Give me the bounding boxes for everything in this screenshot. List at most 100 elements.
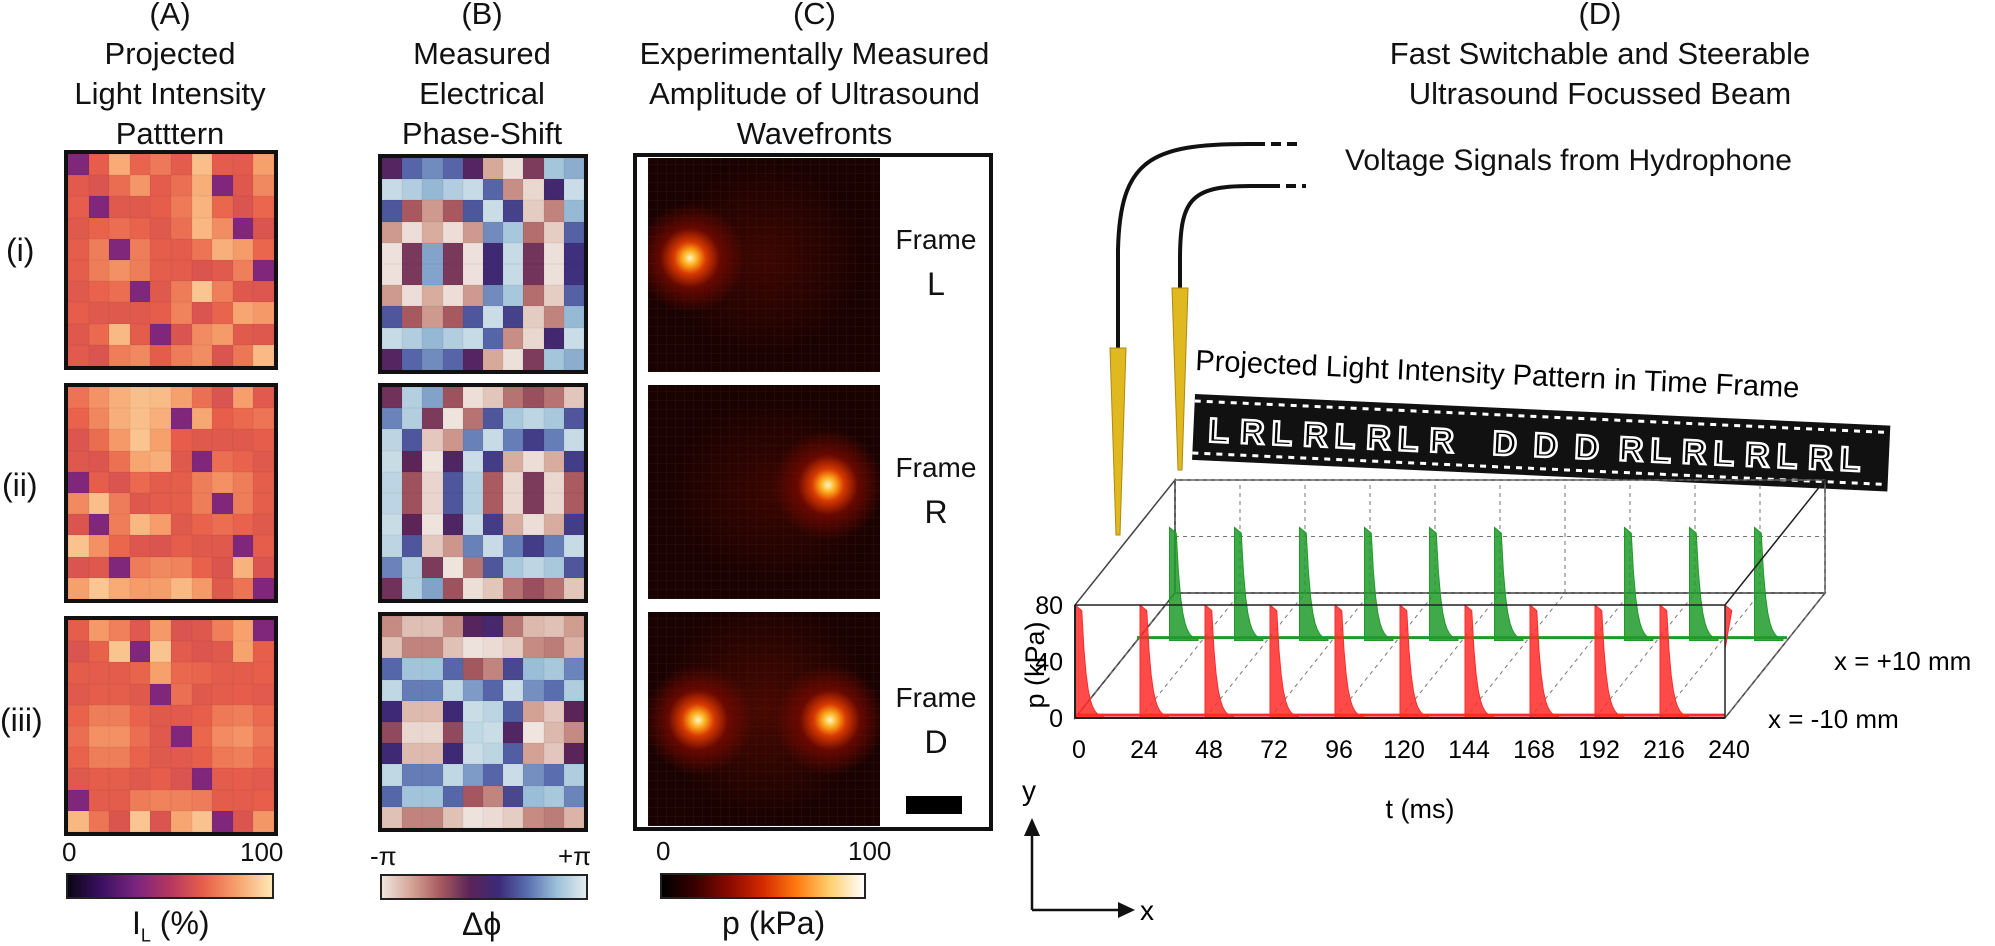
film-frame-letter: L: [1839, 440, 1861, 479]
panel-c-title-line-1: Experimentally Measured: [639, 36, 990, 71]
film-frame-letter: D: [1574, 428, 1600, 467]
pulse-x-plus-10: [1754, 526, 1784, 641]
y-tick-label: 0: [1049, 705, 1063, 733]
frame-d-word: Frame: [895, 682, 977, 713]
panel-b-letter: (B): [461, 0, 503, 31]
pulse-x-minus-10: [1139, 603, 1169, 719]
hydrophone-cable-1: [1116, 142, 1255, 350]
chart-floor-gridline: [1464, 592, 1566, 719]
pressure-time-chart: 0 24 48 72 96 120 144 168 192 216 240 0 40 80 t (ms) p …: [1020, 477, 1971, 824]
panel-b-title-line-2: Electrical: [419, 76, 545, 111]
y-axis-arrowhead: [1024, 818, 1040, 836]
panel-b-header: (B) Measured Electrical Phase-Shift: [350, 0, 614, 154]
film-frame-letter: L: [1208, 412, 1230, 451]
pulse-x-plus-10: [1689, 526, 1719, 641]
y-tick-label: 40: [1035, 649, 1063, 677]
x-tick-label: 72: [1260, 736, 1288, 764]
chart-floor-gridline: [1659, 592, 1761, 719]
axis-indicator-y: y: [1022, 775, 1036, 806]
hydrophone-needle-1: [1109, 347, 1127, 536]
y-axis-title: p (kPa): [1020, 621, 1050, 708]
panel-c-cbar-min: 0: [656, 836, 671, 866]
film-frame-letter: R: [1429, 422, 1455, 461]
pulse-x-minus-10: [1529, 603, 1559, 719]
panel-a-title-line-2: Light Intensity: [74, 76, 266, 111]
panel-c-cbar-label: p (kPa): [722, 905, 826, 941]
pulse-x-minus-10: [1659, 603, 1689, 719]
panel-a-cbar-label-sub: L: [140, 925, 151, 946]
panel-d-title-line-2: Ultrasound Focussed Beam: [1408, 76, 1792, 111]
x-tick-label: 216: [1643, 736, 1685, 764]
series-label-plus-10: x = +10 mm: [1834, 646, 1971, 676]
chart-floor-gridline: [1074, 592, 1176, 719]
film-frame-letter: R: [1618, 430, 1644, 469]
panel-c-letter: (C): [792, 0, 837, 31]
scale-bar: [906, 796, 962, 814]
frame-r-word: Frame: [895, 452, 977, 483]
panel-b-cbar-min: -π: [370, 841, 397, 871]
phase-shift-pattern-ii: [378, 383, 588, 603]
phase-shift-pattern-i: [378, 154, 588, 374]
pulse-x-plus-10: [1429, 526, 1459, 641]
panel-c-title-line-3: Wavefronts: [736, 116, 893, 151]
chart-floor-gridline: [1724, 592, 1826, 719]
x-tick-label: 144: [1448, 736, 1490, 764]
x-tick-label: 48: [1195, 736, 1223, 764]
pulse-x-minus-10: [1269, 603, 1299, 719]
x-axis-title: t (ms): [1386, 794, 1455, 824]
frame-l-word: Frame: [895, 224, 977, 255]
pulse-x-minus-10: [1724, 603, 1733, 718]
pulse-x-minus-10: [1464, 603, 1494, 719]
film-frame-letter: R: [1365, 419, 1391, 458]
pulse-x-plus-10: [1234, 526, 1264, 641]
chart-floor-gridline: [1334, 592, 1436, 719]
pressure-colorbar: [660, 873, 866, 899]
panel-d-letter: (D): [1578, 0, 1622, 31]
film-frame-letter: R: [1807, 439, 1833, 478]
intensity-pattern-i: [64, 150, 278, 370]
film-frame-letter: L: [1334, 417, 1356, 456]
frame-label-l: Frame L: [880, 218, 992, 306]
ultrasound-amplitude-frame-d: [648, 612, 880, 826]
chart-floor-gridline: [1269, 592, 1371, 719]
x-tick-label: 96: [1325, 736, 1353, 764]
panel-a-header: (A) Projected Light Intensity Patttern: [40, 0, 300, 154]
panel-c-header: (C) Experimentally Measured Amplitude of…: [612, 0, 1017, 154]
film-frame-letter: L: [1713, 435, 1735, 474]
panel-b-title-line-3: Phase-Shift: [401, 116, 563, 151]
panel-a-cbar-label: IL (%): [132, 905, 210, 946]
chart-floor-gridline: [1594, 592, 1696, 719]
x-axis-arrowhead: [1118, 902, 1135, 918]
panel-a-title-line-1: Projected: [104, 36, 236, 71]
x-tick-label: 168: [1513, 736, 1555, 764]
hydrophone-needle-2: [1171, 287, 1189, 471]
pulse-x-minus-10: [1204, 603, 1234, 719]
panel-a-cbar-label-unit: (%): [150, 905, 210, 941]
row-label-i: (i): [6, 232, 35, 268]
frame-label-d: Frame D: [880, 676, 992, 764]
panel-b-cbar-max: +π: [558, 841, 592, 871]
intensity-pattern-iii: [64, 616, 278, 836]
film-frame-letter: L: [1397, 420, 1419, 459]
intensity-colorbar: [66, 873, 274, 899]
series-label-minus-10: x = -10 mm: [1768, 704, 1899, 734]
film-frame-letter: D: [1533, 426, 1559, 465]
x-tick-label: 240: [1708, 736, 1750, 764]
ultrasound-frames-box: [633, 153, 993, 831]
chart-top-depth-edge: [1724, 479, 1826, 606]
pulse-x-plus-10: [1494, 526, 1524, 641]
chart-side-plane: [1074, 477, 1176, 721]
panel-c-cbar-max: 100: [848, 836, 892, 866]
frame-label-r: Frame R: [880, 446, 992, 534]
ultrasound-amplitude-frame-l: [648, 158, 880, 372]
pulse-x-plus-10: [1364, 526, 1394, 641]
film-frame-letter: L: [1649, 432, 1671, 471]
y-tick-label: 80: [1035, 592, 1063, 620]
film-frame-letter: L: [1776, 437, 1798, 476]
panel-d-header: (D) Fast Switchable and Steerable Ultras…: [1340, 0, 1860, 114]
pulse-x-plus-10: [1169, 526, 1199, 641]
pulse-x-minus-10: [1399, 603, 1429, 719]
panel-b-cbar-label: Δϕ: [462, 906, 502, 942]
